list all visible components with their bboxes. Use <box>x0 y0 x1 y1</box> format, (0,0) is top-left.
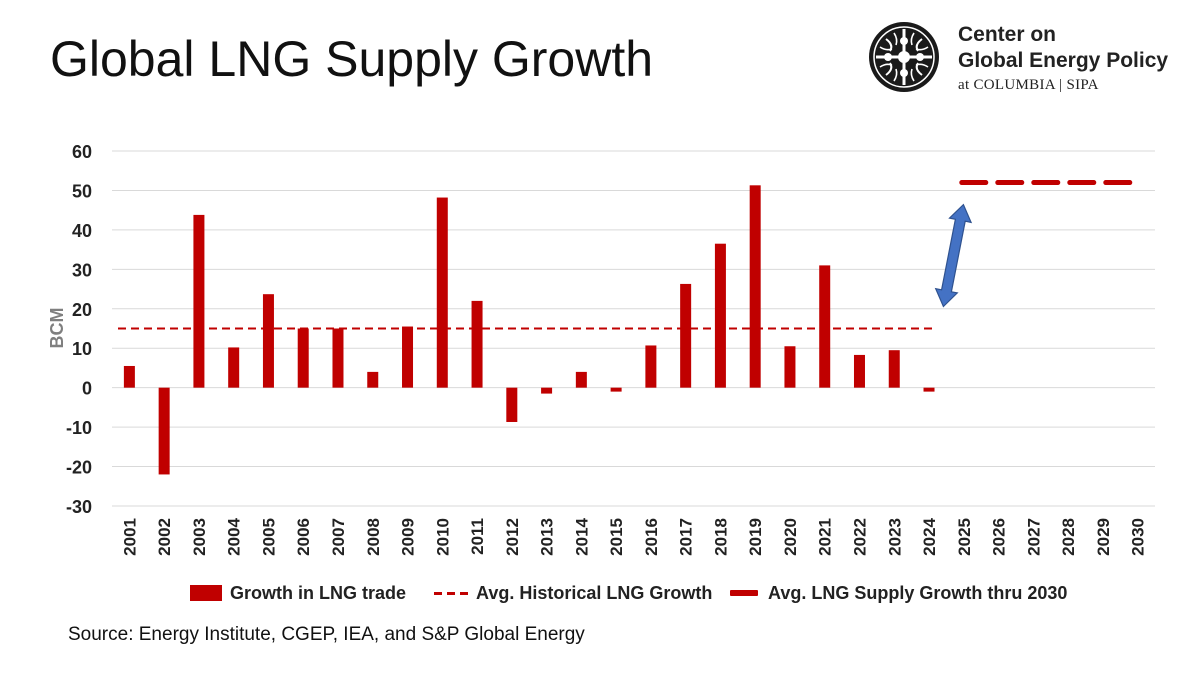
bar-series <box>123 185 935 475</box>
bar-2007 <box>332 328 344 388</box>
bar-2006 <box>297 328 309 388</box>
legend-label-growth: Growth in LNG trade <box>230 582 407 603</box>
reference-lines <box>118 180 1139 330</box>
x-tick-label: 2004 <box>225 517 244 555</box>
chart-legend: Growth in LNG trade Avg. Historical LNG … <box>190 580 1110 608</box>
x-tick-label: 2027 <box>1024 518 1043 556</box>
y-tick-label: 60 <box>72 142 92 162</box>
bar-2023 <box>888 350 900 388</box>
x-tick-label: 2002 <box>155 518 174 556</box>
y-tick-label: 40 <box>72 221 92 241</box>
y-tick-label: -20 <box>66 458 92 478</box>
x-tick-label: 2021 <box>816 518 835 556</box>
bar-2021 <box>819 265 831 388</box>
y-tick-label: 20 <box>72 300 92 320</box>
x-tick-label: 2011 <box>468 518 487 555</box>
bar-2020 <box>784 346 796 388</box>
x-tick-label: 2020 <box>781 518 800 556</box>
bar-2017 <box>680 283 692 388</box>
x-tick-label: 2009 <box>399 518 418 556</box>
logo-text-line2: Global Energy Policy <box>958 49 1169 72</box>
legend-item-forecast: Avg. LNG Supply Growth thru 2030 <box>730 580 1067 606</box>
page-title: Global LNG Supply Growth <box>50 31 654 87</box>
bar-2024 <box>923 387 935 392</box>
x-tick-label: 2023 <box>885 518 904 556</box>
bar-2013 <box>541 387 553 394</box>
x-tick-label: 2001 <box>120 518 139 556</box>
legend-label-historical: Avg. Historical LNG Growth <box>476 582 713 603</box>
y-tick-label: -10 <box>66 418 92 438</box>
bar-2011 <box>471 300 483 388</box>
bar-2012 <box>506 387 518 422</box>
bar-2019 <box>749 185 761 388</box>
cgep-logo: Center on Global Energy Policy at COLUMB… <box>868 18 1168 98</box>
x-tick-label: 2016 <box>642 518 661 556</box>
x-tick-label: 2012 <box>503 518 522 556</box>
logo-text-line1: Center on <box>958 23 1057 46</box>
x-tick-label: 2003 <box>190 518 209 556</box>
legend-swatch-bar <box>190 585 222 601</box>
y-tick-label: 0 <box>82 379 92 399</box>
y-axis-ticks: 60 50 40 30 20 10 0 -10 -20 -30 <box>66 142 92 517</box>
bar-2003 <box>193 214 205 388</box>
x-axis-ticks: 2001 2002 2003 2004 2005 2006 2007 2008 2009 2010… <box>120 517 1147 555</box>
legend-item-historical: Avg. Historical LNG Growth <box>434 580 712 606</box>
bar-2009 <box>402 326 414 388</box>
x-tick-label: 2024 <box>920 517 939 555</box>
x-tick-label: 2025 <box>955 518 974 556</box>
bar-2014 <box>575 371 587 388</box>
y-tick-label: 50 <box>72 181 92 201</box>
bar-2001 <box>123 365 135 388</box>
x-tick-label: 2015 <box>607 518 626 556</box>
source-note: Source: Energy Institute, CGEP, IEA, and… <box>68 624 585 645</box>
bar-2016 <box>645 345 657 388</box>
x-tick-label: 2014 <box>572 517 591 555</box>
x-tick-label: 2008 <box>364 518 383 556</box>
x-tick-label: 2030 <box>1129 518 1148 556</box>
bar-2015 <box>610 387 622 392</box>
x-tick-label: 2010 <box>433 518 452 556</box>
bar-2008 <box>367 371 379 388</box>
x-tick-label: 2029 <box>1094 518 1113 556</box>
bar-2004 <box>228 347 240 388</box>
bar-2005 <box>262 294 274 388</box>
bar-2018 <box>714 243 726 388</box>
x-tick-label: 2006 <box>294 518 313 556</box>
x-tick-label: 2005 <box>259 518 278 556</box>
legend-swatch-thick-dash <box>730 590 758 596</box>
x-tick-label: 2026 <box>990 518 1009 556</box>
x-tick-label: 2007 <box>329 518 348 556</box>
columbia-crest-icon <box>869 22 939 92</box>
bar-2010 <box>436 197 448 388</box>
x-tick-label: 2013 <box>538 518 557 556</box>
logo-text-line3: at COLUMBIA | SIPA <box>958 77 1099 93</box>
bar-2002 <box>158 387 170 475</box>
x-tick-label: 2028 <box>1059 518 1078 556</box>
y-axis-label: BCM <box>47 308 67 349</box>
y-tick-label: 30 <box>72 260 92 280</box>
growth-gap-arrow <box>934 203 973 308</box>
x-tick-label: 2018 <box>711 518 730 556</box>
legend-item-growth: Growth in LNG trade <box>190 580 406 606</box>
y-tick-label: 10 <box>72 339 92 359</box>
bar-2022 <box>853 354 865 388</box>
x-tick-label: 2017 <box>677 518 696 556</box>
x-tick-label: 2019 <box>746 518 765 556</box>
x-tick-label: 2022 <box>850 518 869 556</box>
chart-gridlines <box>112 150 1155 507</box>
y-tick-label: -30 <box>66 497 92 517</box>
legend-label-forecast: Avg. LNG Supply Growth thru 2030 <box>768 582 1068 603</box>
legend-swatch-dashed-line <box>434 591 468 595</box>
double-arrow-icon <box>934 203 973 308</box>
